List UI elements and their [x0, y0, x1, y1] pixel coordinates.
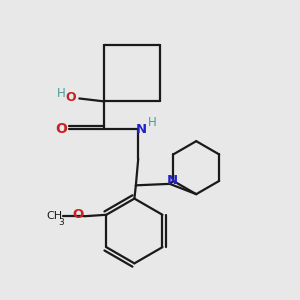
- Text: O: O: [73, 208, 84, 221]
- Text: O: O: [66, 92, 76, 104]
- Text: H: H: [57, 87, 65, 100]
- Text: 3: 3: [59, 218, 64, 227]
- Text: O: O: [56, 122, 68, 136]
- Text: N: N: [167, 174, 178, 188]
- Text: CH: CH: [47, 211, 63, 221]
- Text: N: N: [136, 123, 147, 136]
- Text: H: H: [148, 116, 157, 129]
